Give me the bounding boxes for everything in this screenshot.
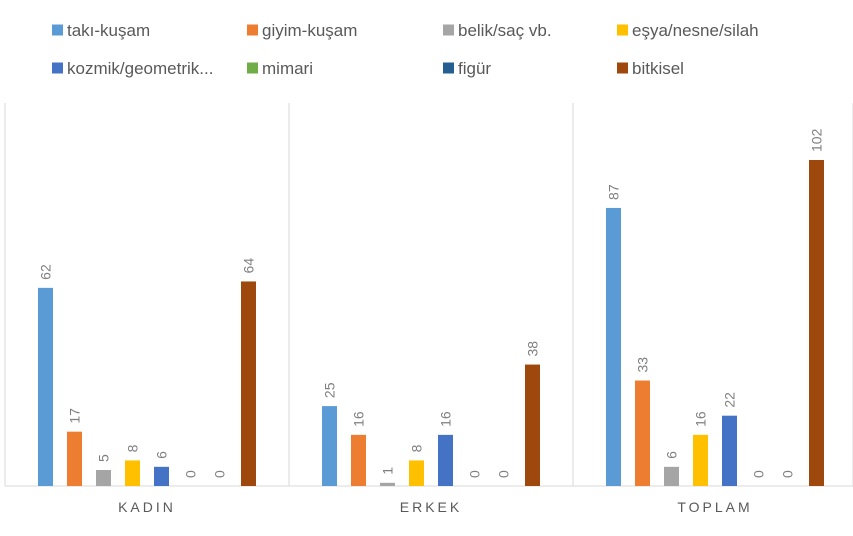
bar-esya-nesne-silah-erkek	[409, 460, 424, 486]
data-label-taki-kusam-toplam: 87	[606, 184, 622, 200]
bar-bitkisel-kadin	[241, 281, 256, 486]
bar-taki-kusam-kadin	[38, 287, 53, 486]
bar-kozmik-geometrik-erkek	[438, 434, 453, 486]
bar-giyim-kusam-kadin	[67, 431, 82, 486]
bar-esya-nesne-silah-toplam	[693, 434, 708, 486]
legend-swatch-esya-nesne-silah	[617, 24, 628, 36]
x-tick-label-erkek: ERKEK	[400, 499, 462, 515]
legend-label-mimari: mimari	[262, 59, 313, 78]
data-label-esya-nesne-silah-toplam: 16	[693, 411, 709, 427]
data-label-kozmik-geometrik-kadin: 6	[154, 451, 170, 459]
x-tick-label-kadin: KADIN	[118, 499, 176, 515]
data-label-giyim-kusam-toplam: 33	[635, 357, 651, 373]
legend-label-taki-kusam: takı-kuşam	[67, 21, 150, 40]
legend-label-esya-nesne-silah: eşya/nesne/silah	[632, 21, 759, 40]
data-label-bitkisel-toplam: 102	[809, 128, 825, 152]
bar-belik-sac-vb-erkek	[380, 482, 395, 486]
bar-esya-nesne-silah-kadin	[125, 460, 140, 486]
bar-kozmik-geometrik-kadin	[154, 466, 169, 486]
bar-taki-kusam-erkek	[322, 406, 337, 486]
bar-bitkisel-erkek	[525, 364, 540, 486]
plot-area: 62 17 5 8 6 0 0 64 KADIN 25 16 1 8 16 0 0 38 ERKEK 87 33 6 16…	[4, 103, 853, 515]
data-label-giyim-kusam-kadin: 17	[67, 408, 83, 424]
legend: takı-kuşam giyim-kuşam belik/saç vb. eşya/n…	[52, 21, 759, 78]
legend-swatch-figur	[443, 62, 454, 74]
data-label-figur-toplam: 0	[780, 470, 796, 478]
data-label-belik-sac-vb-erkek: 1	[380, 467, 396, 475]
legend-swatch-kozmik-geometrik	[52, 62, 63, 74]
data-label-belik-sac-vb-kadin: 5	[96, 454, 112, 462]
x-tick-label-toplam: TOPLAM	[677, 499, 752, 515]
bar-kozmik-geometrik-toplam	[722, 415, 737, 486]
data-label-bitkisel-kadin: 64	[241, 258, 257, 274]
data-label-mimari-toplam: 0	[751, 470, 767, 478]
legend-swatch-mimari	[247, 62, 258, 74]
legend-swatch-giyim-kusam	[247, 24, 258, 36]
data-label-belik-sac-vb-toplam: 6	[664, 451, 680, 459]
legend-swatch-belik-sac-vb	[443, 24, 454, 36]
legend-label-bitkisel: bitkisel	[632, 59, 684, 78]
legend-label-kozmik-geometrik: kozmik/geometrik...	[67, 59, 213, 78]
data-label-esya-nesne-silah-kadin: 8	[125, 444, 141, 452]
bar-giyim-kusam-erkek	[351, 434, 366, 486]
legend-swatch-bitkisel	[617, 62, 628, 74]
bar-belik-sac-vb-kadin	[96, 470, 111, 486]
legend-label-giyim-kusam: giyim-kuşam	[262, 21, 357, 40]
bar-bitkisel-toplam	[809, 160, 824, 486]
bar-taki-kusam-toplam	[606, 207, 621, 487]
data-label-figur-erkek: 0	[496, 470, 512, 478]
data-label-kozmik-geometrik-toplam: 22	[722, 392, 738, 408]
legend-label-belik-sac-vb: belik/saç vb.	[458, 21, 552, 40]
data-label-kozmik-geometrik-erkek: 16	[438, 411, 454, 427]
data-label-esya-nesne-silah-erkek: 8	[409, 444, 425, 452]
data-label-giyim-kusam-erkek: 16	[351, 411, 367, 427]
data-label-bitkisel-erkek: 38	[525, 341, 541, 357]
data-label-figur-kadin: 0	[212, 470, 228, 478]
bar-giyim-kusam-toplam	[635, 380, 650, 486]
data-label-taki-kusam-erkek: 25	[322, 382, 338, 398]
data-label-mimari-erkek: 0	[467, 470, 483, 478]
data-label-taki-kusam-kadin: 62	[38, 264, 54, 280]
legend-swatch-taki-kusam	[52, 24, 63, 36]
bar-belik-sac-vb-toplam	[664, 466, 679, 486]
legend-label-figur: figür	[458, 59, 491, 78]
data-label-mimari-kadin: 0	[183, 470, 199, 478]
